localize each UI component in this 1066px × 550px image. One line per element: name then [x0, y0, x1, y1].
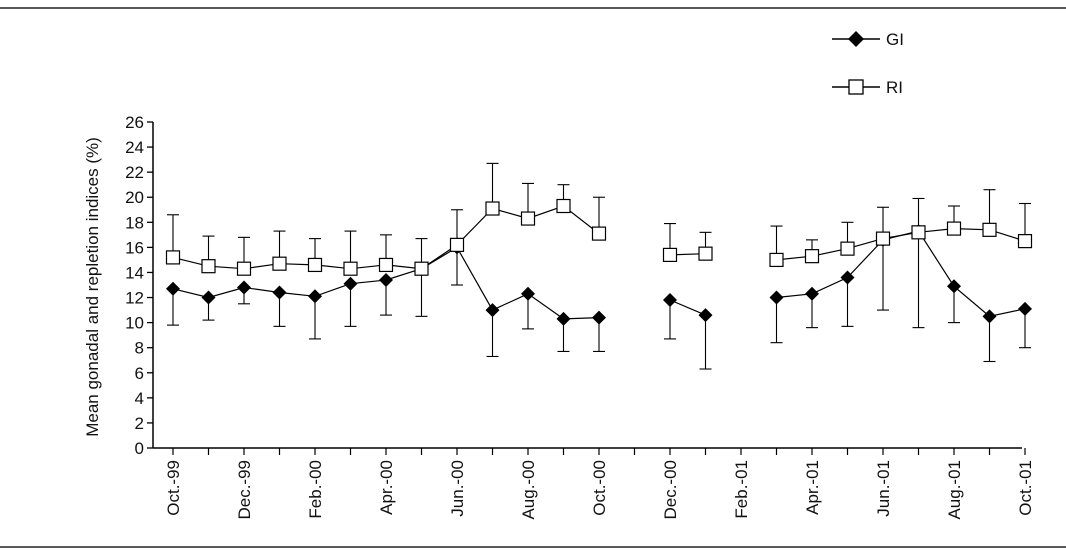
data-point-ri — [982, 222, 997, 237]
data-point-ri — [272, 256, 287, 271]
data-point-gi — [769, 290, 784, 305]
data-point-gi — [805, 286, 819, 301]
data-point-gi — [485, 303, 500, 318]
data-point-gi — [663, 293, 677, 308]
data-point-gi — [521, 286, 535, 301]
data-point-ri — [165, 250, 181, 265]
legend-item-gi: GI — [832, 30, 904, 49]
data-point-ri — [343, 261, 358, 276]
y-tick-label: 12 — [125, 289, 144, 308]
y-axis-title: Mean gonadal and repletion indices (%) — [83, 137, 102, 437]
data-point-ri — [307, 257, 323, 273]
data-point-gi — [698, 308, 713, 323]
data-point-ri — [449, 237, 465, 252]
data-point-gi — [1018, 301, 1032, 316]
x-tick-label: Feb.-01 — [732, 460, 751, 519]
data-point-ri — [201, 259, 216, 274]
series-line — [669, 299, 706, 316]
legend-label-gi: GI — [886, 30, 904, 49]
data-point-ri — [236, 261, 252, 276]
x-tick-label: Jun.-01 — [874, 460, 893, 517]
x-tick-label: Oct.-00 — [590, 460, 609, 516]
legend-diamond-marker — [848, 31, 864, 47]
y-tick-label: 6 — [135, 364, 144, 383]
y-tick-label: 26 — [125, 113, 144, 132]
data-point-ri — [378, 257, 394, 273]
legend: GI RI — [832, 30, 904, 97]
data-point-gi — [947, 279, 961, 294]
data-point-ri — [840, 241, 855, 256]
series-line — [776, 230, 1026, 317]
x-tick-label: Aug.-01 — [945, 460, 964, 520]
data-point-ri — [946, 221, 962, 236]
y-tick-label: 10 — [125, 314, 144, 333]
x-tick-label: Dec.-00 — [661, 460, 680, 520]
data-point-gi — [237, 280, 251, 295]
plot-area — [165, 162, 1033, 370]
y-tick-label: 24 — [125, 138, 144, 157]
data-point-ri — [911, 225, 926, 240]
data-point-gi — [343, 276, 358, 291]
y-tick-label: 14 — [125, 263, 144, 282]
y-tick-label: 18 — [125, 213, 144, 232]
legend-label-ri: RI — [886, 78, 903, 97]
series-ri — [165, 162, 1033, 276]
y-tick-label: 8 — [135, 339, 144, 358]
data-point-gi — [592, 310, 606, 325]
data-point-ri — [1017, 234, 1033, 249]
x-tick-label: Oct.-99 — [164, 460, 183, 516]
data-point-ri — [769, 252, 784, 268]
x-tick-label: Apr.-00 — [377, 460, 396, 515]
y-tick-label: 20 — [125, 188, 144, 207]
data-point-ri — [520, 211, 536, 226]
x-tick-label: Dec.-99 — [235, 460, 254, 520]
data-point-gi — [982, 309, 997, 324]
x-tick-label: Feb.-00 — [306, 460, 325, 519]
data-point-gi — [166, 281, 180, 296]
data-point-ri — [875, 231, 891, 246]
y-tick-label: 16 — [125, 238, 144, 257]
y-tick-label: 2 — [135, 414, 144, 433]
data-point-ri — [804, 249, 820, 264]
data-point-ri — [662, 247, 678, 263]
series-gi — [166, 224, 1032, 370]
data-point-gi — [201, 290, 216, 305]
data-point-ri — [485, 201, 500, 216]
y-tick-label: 4 — [135, 389, 144, 408]
data-point-gi — [379, 272, 393, 287]
data-point-ri — [698, 246, 713, 261]
data-point-gi — [308, 289, 322, 304]
x-tick-label: Aug.-00 — [519, 460, 538, 520]
legend-item-ri: RI — [832, 78, 903, 97]
data-point-gi — [556, 311, 571, 326]
data-point-ri — [414, 261, 429, 276]
x-tick-label: Jun.-00 — [448, 460, 467, 517]
y-tick-label: 22 — [125, 163, 144, 182]
data-point-gi — [840, 270, 855, 285]
y-tick-label: 0 — [135, 439, 144, 458]
x-tick-label: Apr.-01 — [803, 460, 822, 515]
data-point-gi — [272, 285, 287, 300]
legend-square-marker — [848, 79, 864, 95]
x-tick-label: Oct.-01 — [1016, 460, 1035, 516]
data-point-ri — [591, 226, 607, 241]
data-point-ri — [556, 198, 571, 214]
